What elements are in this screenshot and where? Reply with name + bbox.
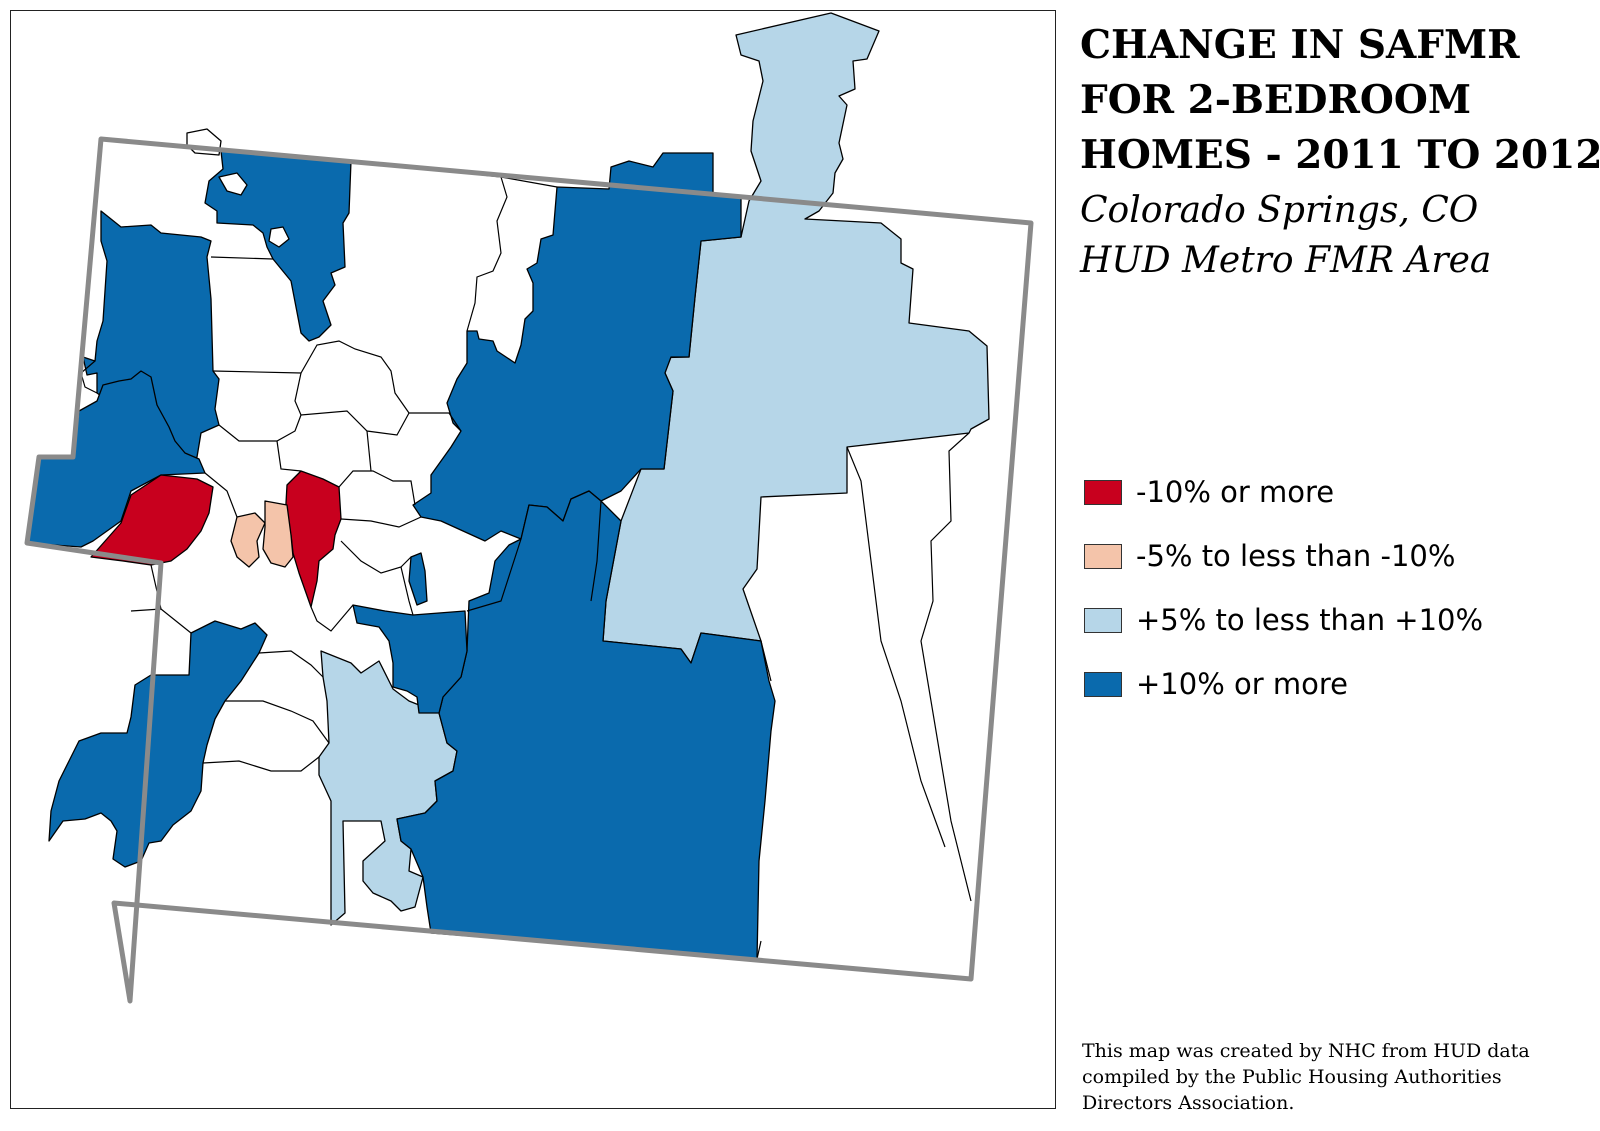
metro-area-outline	[24, 136, 1034, 1004]
zip-region-central-salmon-1[interactable]	[230, 512, 266, 568]
title-line-3: HOMES - 2011 TO 2012	[1080, 132, 1600, 178]
legend-swatch-inc5	[1084, 607, 1122, 633]
lake-shape-north	[218, 172, 248, 196]
zip-region-central-salmon-2[interactable]	[262, 500, 294, 568]
subtitle-line-1: Colorado Springs, CO	[1080, 190, 1479, 231]
title-line-2: FOR 2-BEDROOM	[1080, 77, 1472, 123]
map-frame	[10, 10, 1056, 1109]
title-line-1: CHANGE IN SAFMR	[1080, 22, 1520, 68]
legend-swatch-dec10	[1084, 479, 1122, 505]
credit-line-3: Directors Association.	[1082, 1092, 1295, 1114]
legend-label-inc5: +5% to less than +10%	[1136, 603, 1484, 637]
map-canvas	[24, 12, 1034, 1004]
credit-line-2: compiled by the Public Housing Authoriti…	[1082, 1066, 1502, 1088]
zip-region-southwest-dark[interactable]	[48, 620, 268, 868]
map-title: CHANGE IN SAFMR FOR 2-BEDROOM HOMES - 20…	[1080, 18, 1600, 183]
legend-label-dec10: -10% or more	[1136, 475, 1335, 509]
legend-item-inc5: +5% to less than +10%	[1084, 588, 1584, 652]
zip-region-small-dark[interactable]	[408, 552, 428, 606]
legend-swatch-inc10	[1084, 671, 1122, 697]
legend-swatch-dec5	[1084, 543, 1122, 569]
zip-region-south-center-dark[interactable]	[352, 604, 468, 714]
map-credit: This map was created by NHC from HUD dat…	[1082, 1038, 1592, 1116]
credit-line-1: This map was created by NHC from HUD dat…	[1082, 1040, 1530, 1062]
subtitle-line-2: HUD Metro FMR Area	[1080, 240, 1492, 281]
legend-item-dec5: -5% to less than -10%	[1084, 524, 1584, 588]
zip-boundaries	[80, 160, 972, 960]
map-subtitle: Colorado Springs, CO HUD Metro FMR Area	[1080, 186, 1590, 286]
legend-label-dec5: -5% to less than -10%	[1136, 539, 1456, 573]
legend-label-inc10: +10% or more	[1136, 667, 1348, 701]
zip-region-west-red[interactable]	[90, 474, 214, 566]
legend: -10% or more -5% to less than -10% +5% t…	[1084, 460, 1584, 716]
legend-item-dec10: -10% or more	[1084, 460, 1584, 524]
legend-item-inc10: +10% or more	[1084, 652, 1584, 716]
lake-shape-small	[268, 226, 290, 248]
zip-region-center-dark[interactable]	[412, 152, 742, 542]
zip-region-west-dark[interactable]	[26, 370, 206, 548]
